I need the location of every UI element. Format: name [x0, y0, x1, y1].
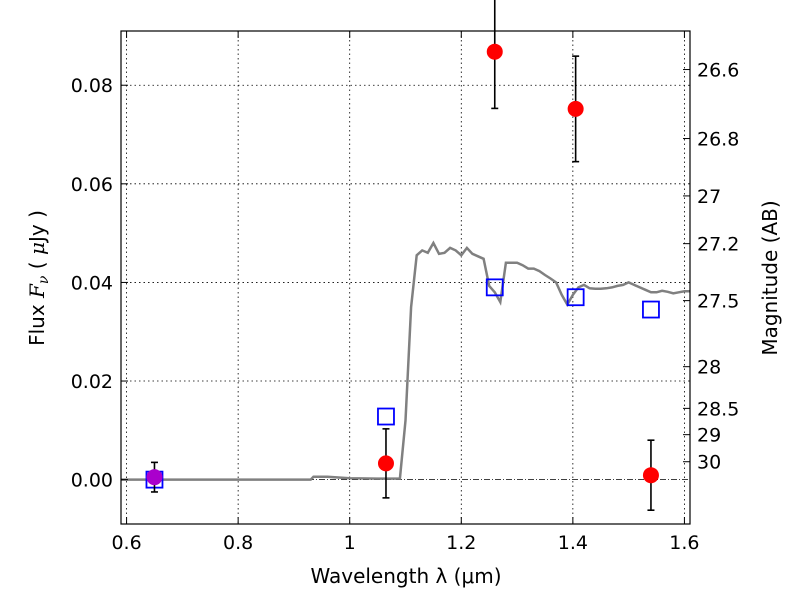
y-tick-label: 0.00	[71, 470, 113, 492]
grid-lines	[121, 31, 690, 524]
model-point	[642, 300, 660, 319]
observed-point	[642, 467, 659, 484]
right-axis-label: Magnitude (AB)	[758, 200, 782, 355]
y-axis-label: Flux Fν ( μJy )	[25, 210, 52, 346]
y-tick-label: 0.06	[71, 174, 113, 196]
observed-point-group	[567, 55, 584, 163]
right-tick-label: 30	[697, 452, 721, 474]
observed-point	[377, 455, 394, 472]
y-tick-label: 0.02	[71, 371, 113, 393]
right-tick-label: 26.6	[697, 60, 739, 82]
y-tick-label: 0.04	[71, 272, 113, 294]
y-label-part-6: Jy )	[25, 210, 49, 244]
observed-point-group	[642, 439, 659, 511]
observed-point-group	[377, 428, 394, 499]
right-tick-label: 27	[697, 186, 721, 208]
y-label-part-5: μ	[25, 242, 49, 255]
y-tick-label: 0.08	[71, 75, 113, 97]
axis-ticks	[121, 31, 690, 524]
observed-point-group	[146, 461, 163, 493]
model-point	[566, 288, 585, 307]
right-tick-label: 26.8	[697, 129, 739, 151]
model-sed-curve	[121, 240, 690, 481]
observed-points-layer	[146, 0, 659, 511]
y-label-part-1: Flux	[25, 298, 49, 346]
observed-point-group	[486, 0, 503, 110]
x-tick-label: 1.2	[446, 532, 476, 554]
model-points-layer	[145, 278, 660, 489]
observed-point	[567, 100, 584, 117]
right-tick-label: 29	[697, 425, 721, 447]
right-tick-label: 28	[697, 357, 721, 379]
observed-point	[146, 469, 163, 486]
right-tick-label: 28.5	[697, 398, 739, 420]
x-tick-label: 1.4	[558, 532, 588, 554]
x-tick-label: 0.8	[223, 532, 253, 554]
y-label-part-2: F	[25, 283, 49, 299]
model-point	[377, 407, 395, 426]
observed-point	[486, 43, 503, 60]
y-label-part-4: (	[25, 255, 49, 276]
right-tick-label: 27.5	[697, 291, 739, 313]
x-tick-label: 1	[344, 532, 356, 554]
x-axis-label: Wavelength λ (μm)	[310, 564, 501, 588]
y-label-part-3: ν	[36, 275, 52, 284]
right-tick-label: 27.2	[697, 234, 739, 256]
tick-labels: 0.6 0.8 1 1.2 1.4 1.6 0.00 0.02 0.04 0.06 0.08 26.6…	[71, 60, 740, 554]
model-curve-layer	[121, 240, 690, 481]
x-tick-label: 0.6	[111, 532, 141, 554]
plot-frame	[120, 30, 691, 525]
model-point	[485, 278, 504, 297]
x-tick-label: 1.6	[669, 532, 699, 554]
